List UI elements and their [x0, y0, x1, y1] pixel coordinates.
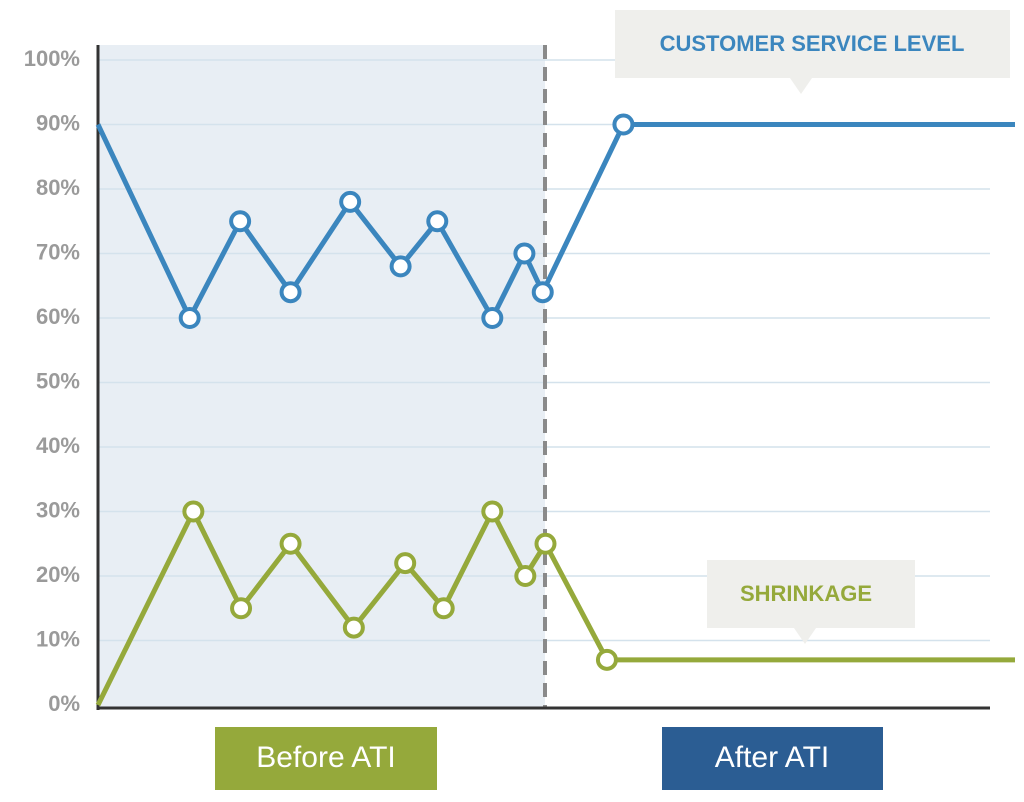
- point: [531, 281, 554, 304]
- point: [426, 210, 449, 233]
- point: [481, 307, 504, 329]
- period-box: [662, 727, 883, 790]
- y-tick-label: 40%: [36, 433, 80, 458]
- series-line: [95, 509, 1015, 707]
- point: [279, 281, 302, 304]
- before-region: [98, 45, 545, 708]
- callout: [707, 560, 915, 644]
- period-label: Before ATI: [256, 741, 396, 774]
- y-tick-label: 0%: [48, 691, 80, 716]
- point: [229, 210, 252, 233]
- y-tick-label: 30%: [36, 497, 80, 522]
- point: [514, 565, 537, 587]
- point: [612, 113, 635, 136]
- y-tick-label: 10%: [36, 626, 80, 651]
- point: [339, 190, 362, 213]
- y-tick-label: 50%: [36, 368, 80, 393]
- point: [230, 597, 253, 620]
- point: [432, 597, 455, 620]
- legend-label: SHRINKAGE: [740, 581, 872, 606]
- point: [394, 552, 417, 575]
- y-tick-label: 100%: [24, 46, 80, 71]
- y-tick-label: 90%: [36, 110, 80, 135]
- legend-label: CUSTOMER SERVICE LEVEL: [660, 31, 965, 56]
- point: [182, 500, 205, 523]
- point: [279, 532, 302, 555]
- callout: [615, 10, 1010, 94]
- period-box: [215, 727, 437, 790]
- point: [342, 616, 365, 639]
- point: [389, 255, 412, 278]
- y-tick-label: 80%: [36, 175, 80, 200]
- period-label: After ATI: [715, 741, 829, 774]
- y-tick-label: 20%: [36, 562, 80, 587]
- point: [534, 532, 557, 555]
- point: [178, 307, 201, 329]
- y-tick-label: 70%: [36, 239, 80, 264]
- series-line: [95, 122, 1015, 321]
- point: [513, 242, 536, 265]
- point: [595, 648, 618, 671]
- point: [481, 500, 504, 523]
- y-tick-label: 60%: [36, 304, 80, 329]
